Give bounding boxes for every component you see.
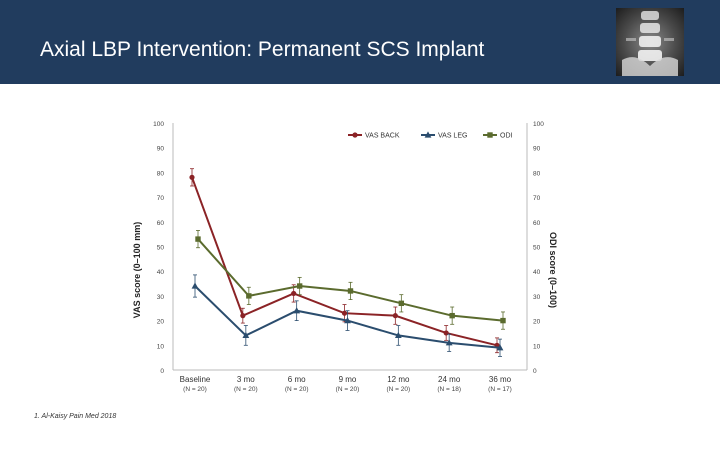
y-tick-label-right: 70 [533, 195, 541, 202]
data-point [445, 339, 453, 346]
data-point [344, 317, 351, 324]
y-tick-label-right: 20 [533, 319, 541, 326]
series-odi [195, 230, 506, 330]
legend-swatch-marker [424, 131, 432, 138]
y-tick-label-left: 30 [157, 294, 165, 301]
data-point [296, 283, 303, 289]
y-axis-label-right: ODI score (0–100) [548, 232, 558, 308]
legend-label: VAS BACK [365, 133, 400, 140]
x-tick-sample-size: (N = 20) [183, 386, 207, 393]
slide-title: Axial LBP Intervention: Permanent SCS Im… [40, 38, 485, 61]
y-tick-label-left: 90 [157, 146, 165, 153]
data-point [191, 282, 199, 289]
outcomes-chart: 0 10 20 30 40 50 60 70 80 90 100 0 10 20 30 40 50 60 70 80… [130, 112, 570, 412]
legend-label: VAS LEG [438, 133, 467, 140]
chart-svg: 0 10 20 30 40 50 60 70 80 90 100 0 10 20 30 40 50 60 70 80… [132, 121, 558, 393]
x-tick-sample-size: (N = 20) [234, 386, 258, 393]
slide-header [0, 0, 720, 84]
data-point [195, 236, 201, 242]
y-tick-label-right: 100 [533, 121, 544, 128]
y-tick-label-right: 0 [533, 368, 537, 375]
y-tick-label-left: 40 [157, 269, 165, 276]
data-point [443, 330, 449, 336]
data-point [246, 293, 252, 299]
data-point [347, 288, 354, 294]
x-tick-sample-size: (N = 20) [285, 386, 309, 393]
x-tick-label: 3 mo [237, 375, 255, 384]
x-tick-sample-size: (N = 18) [437, 386, 461, 393]
y-tick-label-right: 60 [533, 220, 541, 227]
x-tick-label: 6 mo [288, 375, 306, 384]
data-point [496, 344, 504, 351]
data-point [291, 290, 297, 297]
data-point [293, 307, 301, 314]
y-tick-label-left: 70 [157, 195, 165, 202]
data-point [392, 313, 398, 319]
x-tick-label: 24 mo [438, 375, 461, 384]
data-point [449, 312, 455, 319]
data-point [240, 313, 246, 319]
y-tick-label-left: 20 [157, 319, 165, 326]
y-tick-label-right: 30 [533, 294, 541, 301]
series-vas-back [189, 168, 500, 354]
y-tick-label-left: 10 [157, 343, 165, 350]
series-vas-leg [191, 274, 504, 357]
spine-xray-graphic [622, 11, 678, 76]
footnote: 1. Al-Kaisy Pain Med 2018 [34, 413, 117, 420]
y-tick-label-left: 100 [153, 121, 164, 128]
y-tick-label-left: 0 [160, 368, 164, 375]
legend-item: ODI [483, 132, 513, 140]
data-point [341, 310, 348, 316]
x-tick-label: 9 mo [339, 375, 357, 384]
legend-swatch-marker [487, 132, 493, 138]
x-tick-sample-size: (N = 20) [386, 386, 410, 393]
x-tick-label: Baseline [180, 375, 211, 384]
x-tick-label: 36 mo [489, 375, 512, 384]
y-tick-label-right: 90 [533, 146, 541, 153]
legend-label: ODI [500, 133, 513, 140]
legend-item: VAS LEG [421, 131, 467, 140]
x-tick-label: 12 mo [387, 375, 410, 384]
y-tick-label-left: 60 [157, 220, 165, 227]
y-axis-label-left: VAS score (0–100 mm) [132, 222, 142, 318]
y-tick-label-right: 10 [533, 343, 541, 350]
data-point [394, 331, 402, 339]
x-tick-sample-size: (N = 20) [336, 386, 360, 393]
legend-item: VAS BACK [348, 132, 400, 140]
data-point [500, 317, 506, 324]
y-tick-label-right: 80 [533, 170, 541, 177]
legend-swatch-marker [352, 132, 358, 138]
y-tick-label-left: 50 [157, 245, 165, 252]
spine-xray-image [616, 8, 684, 76]
y-tick-label-right: 40 [533, 269, 541, 276]
y-tick-label-right: 50 [533, 245, 541, 252]
y-tick-label-left: 80 [157, 170, 165, 177]
data-point [242, 331, 250, 339]
data-point [398, 300, 405, 307]
data-point [189, 174, 195, 180]
x-tick-sample-size: (N = 17) [488, 386, 512, 393]
